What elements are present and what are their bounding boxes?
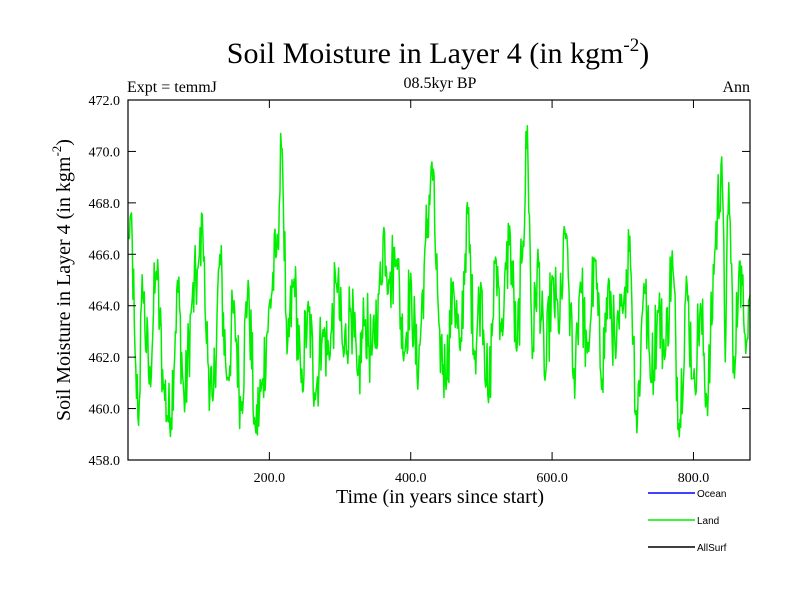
y-tick-label: 460.0 <box>89 403 121 418</box>
plot-area <box>127 99 751 461</box>
x-tick-label: 600.0 <box>536 471 568 486</box>
x-axis-label: Time (in years since start) <box>336 486 544 508</box>
legend-label-ocean: Ocean <box>697 489 726 500</box>
legend: Ocean Land AllSurf <box>648 489 727 554</box>
chart-subtitle: 08.5kyr BP <box>404 75 477 92</box>
y-tick-label: 458.0 <box>89 454 121 469</box>
y-tick-label: 472.0 <box>89 94 121 109</box>
y-tick-label: 462.0 <box>89 351 121 366</box>
y-axis-label: Soil Moisture in Layer 4 (in kgm-2) <box>49 139 75 421</box>
y-tick-label: 464.0 <box>89 300 121 315</box>
y-tick-label: 466.0 <box>89 248 121 263</box>
plot-frame <box>127 99 751 461</box>
y-axis: 458.0 460.0 462.0 464.0 466.0 468.0 470.0 472.0 <box>89 94 750 469</box>
legend-label-land: Land <box>697 516 719 527</box>
season-label: Ann <box>722 79 750 96</box>
legend-label-allsurf: AllSurf <box>697 543 727 554</box>
x-axis: 200.0 400.0 600.0 800.0 <box>254 100 710 486</box>
y-tick-label: 468.0 <box>89 197 121 212</box>
x-tick-label: 400.0 <box>395 471 427 486</box>
y-tick-label: 470.0 <box>89 145 121 160</box>
x-tick-label: 200.0 <box>254 471 286 486</box>
expt-label: Expt = temmJ <box>127 79 217 96</box>
x-tick-label: 800.0 <box>678 471 710 486</box>
chart-title: Soil Moisture in Layer 4 (in kgm-2) <box>227 35 649 70</box>
series-line-land <box>128 124 751 438</box>
